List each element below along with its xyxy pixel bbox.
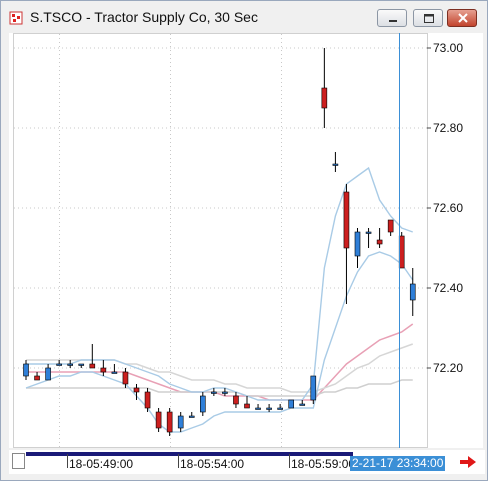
candle-body	[45, 367, 51, 381]
time-axis-bar: 18-05:49:00 18-05:54:00 18-05:59:00 2-21…	[9, 450, 485, 474]
candle-body	[23, 363, 29, 377]
candle-body	[387, 219, 394, 233]
price-label: 72.60	[433, 201, 463, 215]
moving-average-line	[26, 379, 413, 397]
candle-body	[155, 411, 162, 429]
price-chart[interactable]: 73.00 72.80 72.60 72.40 72.20	[9, 33, 483, 448]
candle-body	[211, 391, 217, 394]
candle-body	[343, 191, 350, 249]
time-label: 18-05:49:00	[69, 457, 134, 471]
candle-body	[255, 407, 261, 410]
candle-body	[166, 411, 173, 433]
chart-app-icon[interactable]	[9, 11, 23, 25]
price-label: 72.80	[433, 121, 463, 135]
candle-body	[67, 363, 74, 366]
title-bar[interactable]: S.TSCO - Tractor Supply Co, 30 Sec	[1, 1, 487, 33]
time-tick	[289, 454, 290, 468]
candle-body	[321, 87, 328, 109]
window-title: S.TSCO - Tractor Supply Co, 30 Sec	[30, 9, 258, 25]
candle-body	[78, 363, 85, 366]
price-label: 73.00	[433, 41, 463, 55]
candle-body	[244, 403, 250, 409]
band-lower-line	[25, 251, 414, 433]
candle-body	[100, 367, 107, 373]
time-tick	[67, 454, 68, 468]
candle-body	[299, 403, 306, 406]
restore-icon	[424, 14, 434, 23]
candle-body	[233, 395, 239, 405]
cursor-time-label: 2-21-17 23:34:00	[350, 456, 446, 471]
band-upper-line	[26, 166, 413, 401]
candle-body	[122, 371, 129, 385]
candle-body	[188, 415, 195, 418]
candle-body	[133, 387, 140, 393]
minimize-button[interactable]	[377, 9, 407, 27]
candle-body	[310, 375, 317, 401]
restore-button[interactable]	[413, 9, 443, 27]
candle-body	[277, 407, 283, 410]
price-label: 72.20	[433, 361, 463, 375]
candle-body	[89, 363, 96, 369]
candle-body	[354, 231, 361, 257]
time-label: 18-05:59:00	[291, 457, 356, 471]
candle-body	[144, 391, 151, 409]
navigation-bar[interactable]	[26, 452, 353, 456]
close-button[interactable]	[447, 9, 477, 27]
candle-body	[365, 231, 372, 234]
candle-body	[222, 391, 228, 394]
candle-body	[200, 395, 206, 413]
candle-body	[288, 399, 295, 409]
candle-body	[409, 283, 416, 301]
arrow-right-icon[interactable]	[459, 455, 477, 469]
candle-body	[177, 415, 184, 429]
close-icon	[458, 13, 468, 23]
candle-body	[56, 363, 62, 366]
chart-panel[interactable]: 73.00 72.80 72.60 72.40 72.20	[9, 33, 483, 448]
candle-body	[266, 407, 272, 410]
candle-body	[111, 371, 118, 374]
time-label: 18-05:54:00	[180, 457, 245, 471]
candle-body	[376, 239, 383, 245]
candle-body	[34, 375, 40, 381]
candle-body	[332, 163, 339, 166]
time-tick	[178, 454, 179, 468]
price-label: 72.40	[433, 281, 463, 295]
minimize-icon	[389, 20, 397, 22]
scroll-box[interactable]	[12, 453, 25, 469]
